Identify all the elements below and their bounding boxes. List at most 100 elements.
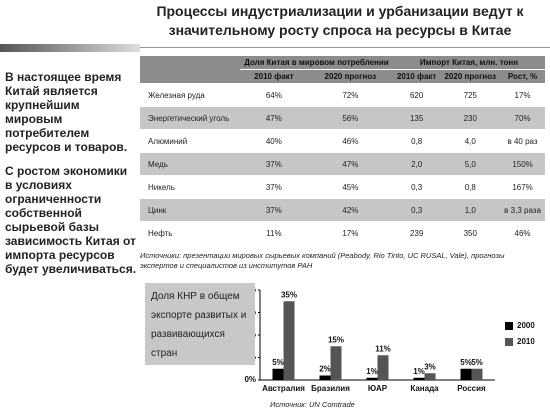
cell: 17% <box>500 83 545 107</box>
value-label: 5% <box>460 358 472 367</box>
cell: 4,0 <box>440 129 501 153</box>
cell: 167% <box>500 175 545 199</box>
table-row: Алюминий 40% 46% 0,8 4,0 в 40 раз <box>140 129 545 153</box>
cell: 350 <box>440 221 501 245</box>
cell: 37% <box>240 175 308 199</box>
divider <box>140 47 550 48</box>
cell: 46% <box>500 221 545 245</box>
cell: 135 <box>392 106 441 130</box>
column-header: 2010 факт <box>240 69 308 84</box>
value-label: 5% <box>471 358 483 367</box>
cell: 64% <box>240 83 308 107</box>
legend-label: 2000 <box>517 321 535 330</box>
table-row: Энергетический уголь 47% 56% 135 230 70% <box>140 106 545 130</box>
column-header: 2010 факт <box>392 69 441 84</box>
table-row: Медь 37% 47% 2,0 5,0 150% <box>140 152 545 176</box>
bar <box>377 355 389 380</box>
bar <box>471 368 483 380</box>
x-tick-label: Канада <box>410 384 439 393</box>
value-label: 1% <box>413 367 425 376</box>
bar <box>413 377 425 380</box>
cell: 46% <box>307 129 393 153</box>
cell: 42% <box>307 198 393 222</box>
row-name: Алюминий <box>140 129 240 153</box>
group-header: Доля Китая в мировом потреблении <box>240 56 393 70</box>
row-name: Энергетический уголь <box>140 106 240 130</box>
bar <box>460 368 472 380</box>
table-row: Железная руда 64% 72% 620 725 17% <box>140 83 545 107</box>
bar <box>272 368 284 380</box>
x-tick-label: ЮАР <box>368 384 388 393</box>
table-row: Цинк 37% 42% 0,3 1,0 в 3,3 раза <box>140 198 545 222</box>
cell: 1,0 <box>440 198 501 222</box>
cell: 40% <box>240 129 308 153</box>
value-label: 11% <box>375 344 391 353</box>
cell: 11% <box>240 221 308 245</box>
column-header: 2020 прогноз <box>440 69 501 84</box>
side-text: В настоящее время Китай является крупней… <box>5 70 137 286</box>
cell: 0,3 <box>392 198 441 222</box>
x-tick-label: Австралия <box>262 384 305 393</box>
paragraph: В настоящее время Китай является крупней… <box>5 70 128 154</box>
chart-source: Источник: UN Comtrade <box>270 400 355 409</box>
bar <box>319 375 331 380</box>
header-row: 2010 факт 2020 прогноз 2010 факт 2020 прогн… <box>140 69 545 84</box>
cell: 5,0 <box>440 152 501 176</box>
cell: 2,0 <box>392 152 441 176</box>
bar <box>424 373 436 380</box>
decor-bar <box>0 44 140 52</box>
cell: 70% <box>500 106 545 130</box>
value-label: 15% <box>328 335 344 344</box>
cell: 239 <box>392 221 441 245</box>
value-label: 1% <box>366 367 378 376</box>
cell: 0,3 <box>392 175 441 199</box>
row-name: Медь <box>140 152 240 176</box>
value-label: 35% <box>281 290 297 299</box>
row-name: Нефть <box>140 221 240 245</box>
table-source: Источники: презентации мировых сырьевых … <box>140 251 505 270</box>
group-header: Импорт Китая, млн. тонн <box>392 56 545 70</box>
corner-cell <box>140 56 240 84</box>
legend-swatch <box>505 322 513 330</box>
table-row: Никель 37% 45% 0,3 0,8 167% <box>140 175 545 199</box>
value-label: 2% <box>319 365 331 374</box>
legend-label: 2010 <box>517 337 535 346</box>
cell: в 3,3 раза <box>500 198 545 222</box>
resource-table: Доля Китая в мировом потреблении Импорт К… <box>140 56 545 245</box>
bar <box>283 301 295 380</box>
cell: 37% <box>240 198 308 222</box>
row-name: Цинк <box>140 198 240 222</box>
chart-annotation: Доля КНР в общем экспорте развитых и раз… <box>145 283 255 365</box>
bar <box>366 377 378 380</box>
table-row: Нефть 11% 17% 239 350 46% <box>140 221 545 245</box>
value-label: 3% <box>424 362 436 371</box>
cell: 150% <box>500 152 545 176</box>
cell: 56% <box>307 106 393 130</box>
row-name: Никель <box>140 175 240 199</box>
slide-title: Процессы индустриализации и урбанизации … <box>156 3 524 38</box>
cell: 47% <box>307 152 393 176</box>
cell: 725 <box>440 83 501 107</box>
cell: 72% <box>307 83 393 107</box>
cell: 45% <box>307 175 393 199</box>
paragraph: С ростом экономики в условиях ограниченн… <box>5 164 137 276</box>
column-header: 2020 прогноз <box>307 69 393 84</box>
cell: 47% <box>240 106 308 130</box>
cell: 17% <box>307 221 393 245</box>
legend-swatch <box>505 338 513 346</box>
cell: 230 <box>440 106 501 130</box>
header-row: Доля Китая в мировом потреблении Импорт К… <box>140 56 545 84</box>
bar <box>330 346 342 380</box>
cell: 0,8 <box>392 129 441 153</box>
row-name: Железная руда <box>140 83 240 107</box>
value-label: 5% <box>272 358 284 367</box>
cell: в 40 раз <box>500 129 545 153</box>
x-tick-label: Бразилия <box>311 384 350 393</box>
cell: 620 <box>392 83 441 107</box>
column-header: Рост, % <box>500 69 545 84</box>
cell: 0,8 <box>440 175 501 199</box>
x-tick-label: Россия <box>457 384 486 393</box>
cell: 37% <box>240 152 308 176</box>
